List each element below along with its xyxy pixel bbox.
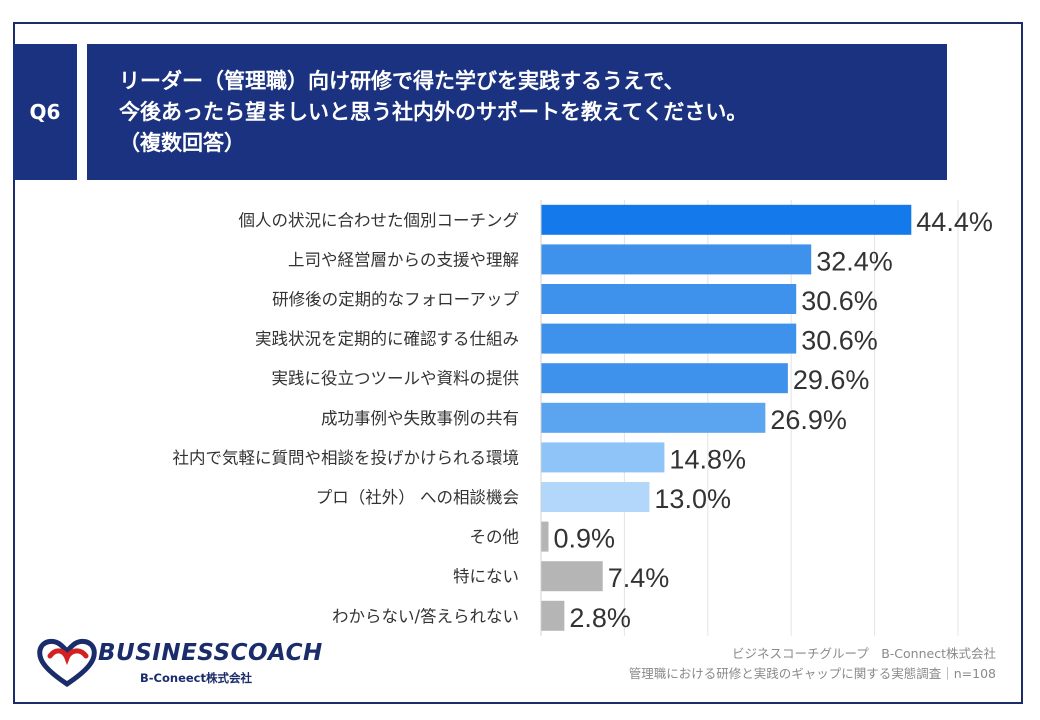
value-label: 26.9% — [770, 405, 847, 435]
bar — [541, 561, 603, 592]
bar — [541, 600, 565, 631]
value-label: 44.4% — [916, 207, 993, 237]
footer-line-2: 管理職における研修と実践のギャップに関する実態調査｜n=108 — [628, 666, 996, 681]
category-label: プロ（社外） への相談機会 — [316, 488, 519, 507]
heart-logo-icon — [37, 638, 97, 688]
title-line-2: 今後あったら望ましいと思う社内外のサポートを教えてください。 — [119, 100, 748, 124]
bar — [541, 363, 788, 394]
value-label: 30.6% — [801, 326, 878, 356]
bar — [541, 482, 650, 512]
title-line-3: （複数回答） — [119, 131, 245, 155]
bar — [541, 402, 766, 433]
logo-company: B-Coneect株式会社 — [140, 671, 252, 685]
footer-source: ビジネスコーチグループ B-Connect株式会社 管理職における研修と実践のギ… — [629, 644, 996, 684]
category-label: 個人の状況に合わせた個別コーチング — [239, 211, 520, 230]
bar — [541, 323, 797, 354]
value-label: 32.4% — [816, 246, 893, 276]
title-line-1: リーダー（管理職）向け研修で得た学びを実践するうえで、 — [119, 69, 685, 93]
business-coach-logo: BUSINESSCOACH B-Coneect株式会社 — [36, 636, 326, 690]
category-label: 成功事例や失敗事例の共有 — [321, 409, 519, 428]
bar — [541, 204, 912, 235]
category-label: 上司や経営層からの支援や理解 — [288, 250, 519, 269]
category-label: 特にない — [453, 567, 519, 586]
category-label: 研修後の定期的なフォローアップ — [272, 290, 519, 309]
bar — [541, 521, 549, 552]
value-label: 7.4% — [608, 563, 670, 593]
logo-wordmark: BUSINESSCOACH — [98, 640, 323, 666]
value-label: 29.6% — [793, 365, 870, 395]
category-label: 社内で気軽に質問や相談を投げかけられる環境 — [173, 448, 520, 467]
question-badge: Q6 — [13, 44, 77, 180]
bar — [541, 284, 797, 314]
value-label: 13.0% — [654, 484, 731, 514]
bar — [541, 244, 812, 275]
footer-line-1: ビジネスコーチグループ B-Connect株式会社 — [731, 646, 996, 661]
value-label: 14.8% — [669, 444, 746, 474]
bar — [541, 442, 665, 473]
value-label: 2.8% — [569, 603, 631, 633]
category-label: 実践に役立つツールや資料の提供 — [272, 369, 520, 388]
category-label: わからない/答えられない — [332, 607, 519, 626]
value-label: 0.9% — [554, 524, 616, 554]
question-title: リーダー（管理職）向け研修で得た学びを実践するうえで、 今後あったら望ましいと思… — [87, 44, 947, 180]
value-label: 30.6% — [801, 286, 878, 316]
category-label: その他 — [470, 528, 520, 547]
category-label: 実践状況を定期的に確認する仕組み — [255, 330, 519, 349]
bar-chart: 個人の状況に合わせた個別コーチング 44.4% 上司や経営層からの支援や理解 32.4… — [173, 200, 993, 636]
